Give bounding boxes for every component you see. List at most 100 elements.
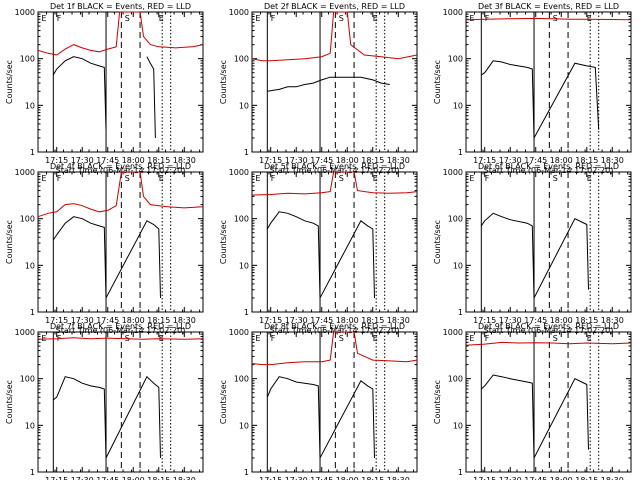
series-line-events bbox=[52, 56, 156, 139]
panel-title: Det 5f BLACK = Events, RED = LLD bbox=[264, 162, 405, 171]
y-tick-label: 1 bbox=[458, 148, 463, 157]
y-axis-label: Counts/sec bbox=[219, 220, 228, 264]
x-tick-label: 18:30 bbox=[601, 476, 624, 480]
panel-8: Det 8f BLACK = Events, RED = LLD 1 10 100 10… bbox=[219, 322, 418, 480]
x-tick-label: 17:30 bbox=[285, 156, 308, 165]
y-tick-label: 1000 bbox=[443, 328, 463, 337]
panel-3: Det 3f BLACK = Events, RED = LLD 1 10 100 10… bbox=[433, 2, 632, 175]
series-line-lld bbox=[465, 341, 632, 346]
y-tick-label: 1 bbox=[30, 148, 35, 157]
y-axis-label: Counts/sec bbox=[433, 380, 442, 424]
x-tick-label: 17:15 bbox=[473, 476, 496, 480]
x-tick-label: 17:30 bbox=[71, 316, 94, 325]
x-tick-label: 18:00 bbox=[336, 476, 359, 480]
interval-label: E bbox=[255, 174, 260, 183]
y-tick-label: 10 bbox=[239, 261, 249, 270]
x-tick-label: 18:00 bbox=[550, 476, 573, 480]
interval-label: F bbox=[57, 14, 62, 23]
series-line-lld bbox=[251, 331, 418, 366]
interval-label: E bbox=[469, 334, 474, 343]
plot-frame bbox=[37, 11, 204, 153]
x-tick-label: 18:15 bbox=[147, 476, 170, 480]
interval-label: E bbox=[373, 14, 378, 23]
series-line-lld bbox=[37, 171, 204, 218]
series-line-lld bbox=[37, 11, 204, 56]
y-tick-label: 100 bbox=[234, 215, 249, 224]
x-tick-label: 18:00 bbox=[550, 156, 573, 165]
y-tick-label: 1000 bbox=[15, 328, 35, 337]
x-tick-label: 18:00 bbox=[336, 316, 359, 325]
x-tick-label: 17:30 bbox=[71, 156, 94, 165]
x-tick-label: 18:00 bbox=[122, 316, 145, 325]
plot-frame bbox=[465, 11, 632, 153]
y-tick-label: 1 bbox=[458, 308, 463, 317]
panel-6: Det 6f BLACK = Events, RED = LLD 1 10 100 10… bbox=[433, 162, 632, 335]
interval-label: S bbox=[553, 334, 558, 343]
x-tick-label: 17:30 bbox=[499, 476, 522, 480]
panel-7: Det 7f BLACK = Events, RED = LLD 1 10 100 10… bbox=[5, 322, 204, 480]
x-tick-label: 17:45 bbox=[96, 316, 119, 325]
y-tick-label: 100 bbox=[20, 215, 35, 224]
x-tick-label: 17:45 bbox=[96, 476, 119, 480]
y-tick-label: 10 bbox=[25, 421, 35, 430]
x-tick-label: 17:30 bbox=[499, 156, 522, 165]
interval-label: F bbox=[271, 334, 276, 343]
x-tick-label: 17:15 bbox=[259, 476, 282, 480]
y-tick-label: 1 bbox=[30, 308, 35, 317]
y-tick-label: 1000 bbox=[443, 168, 463, 177]
x-axis-label: Start Time (06-Mar-14 17:02:20) bbox=[270, 166, 400, 175]
interval-label: F bbox=[485, 174, 490, 183]
y-axis-label: Counts/sec bbox=[5, 220, 14, 264]
x-tick-label: 18:15 bbox=[361, 316, 384, 325]
y-tick-label: 10 bbox=[453, 261, 463, 270]
x-tick-label: 18:15 bbox=[575, 156, 598, 165]
series-line-events bbox=[266, 211, 375, 300]
x-tick-label: 18:30 bbox=[173, 476, 196, 480]
x-tick-label: 18:00 bbox=[122, 156, 145, 165]
interval-label: E bbox=[587, 174, 592, 183]
y-tick-label: 100 bbox=[448, 215, 463, 224]
plot-frame bbox=[465, 331, 632, 473]
x-tick-label: 17:45 bbox=[310, 476, 333, 480]
plot-frame bbox=[465, 171, 632, 313]
x-axis-label: Start Time (06-Mar-14 17:02:20) bbox=[270, 326, 400, 335]
interval-label: S bbox=[125, 14, 130, 23]
x-tick-label: 17:15 bbox=[45, 476, 68, 480]
series-line-lld bbox=[251, 11, 418, 62]
x-tick-label: 17:45 bbox=[524, 316, 547, 325]
y-tick-label: 10 bbox=[25, 101, 35, 110]
interval-label: S bbox=[339, 14, 344, 23]
y-axis-label: Counts/sec bbox=[5, 60, 14, 104]
panel-title: Det 9f BLACK = Events, RED = LLD bbox=[478, 322, 619, 331]
y-tick-label: 1000 bbox=[15, 168, 35, 177]
interval-label: E bbox=[41, 14, 46, 23]
interval-label: F bbox=[271, 14, 276, 23]
series-line-lld bbox=[251, 171, 418, 196]
y-tick-label: 1000 bbox=[443, 8, 463, 17]
y-tick-label: 10 bbox=[239, 101, 249, 110]
x-tick-label: 17:45 bbox=[310, 316, 333, 325]
interval-label: E bbox=[159, 14, 164, 23]
y-tick-label: 10 bbox=[239, 421, 249, 430]
x-tick-label: 18:30 bbox=[601, 156, 624, 165]
y-tick-label: 1000 bbox=[229, 168, 249, 177]
interval-label: E bbox=[587, 14, 592, 23]
panel-title: Det 7f BLACK = Events, RED = LLD bbox=[50, 322, 191, 331]
x-tick-label: 17:15 bbox=[45, 156, 68, 165]
series-line-events bbox=[480, 212, 589, 299]
x-axis-label: Start Time (06-Mar-14 17:02:20) bbox=[484, 166, 614, 175]
interval-label: F bbox=[271, 174, 276, 183]
series-line-events bbox=[52, 216, 161, 300]
x-tick-label: 18:15 bbox=[147, 156, 170, 165]
x-tick-label: 18:30 bbox=[387, 476, 410, 480]
plot-frame bbox=[37, 331, 204, 473]
x-tick-label: 17:30 bbox=[285, 316, 308, 325]
interval-label: E bbox=[255, 14, 260, 23]
panel-title: Det 2f BLACK = Events, RED = LLD bbox=[264, 2, 405, 11]
interval-label: E bbox=[469, 14, 474, 23]
panel-5: Det 5f BLACK = Events, RED = LLD 1 10 100 10… bbox=[219, 162, 418, 335]
interval-label: E bbox=[373, 334, 378, 343]
x-axis-label: Start Time (06-Mar-14 17:02:20) bbox=[56, 326, 186, 335]
panel-4: Det 4f BLACK = Events, RED = LLD 1 10 100 10… bbox=[5, 162, 204, 335]
